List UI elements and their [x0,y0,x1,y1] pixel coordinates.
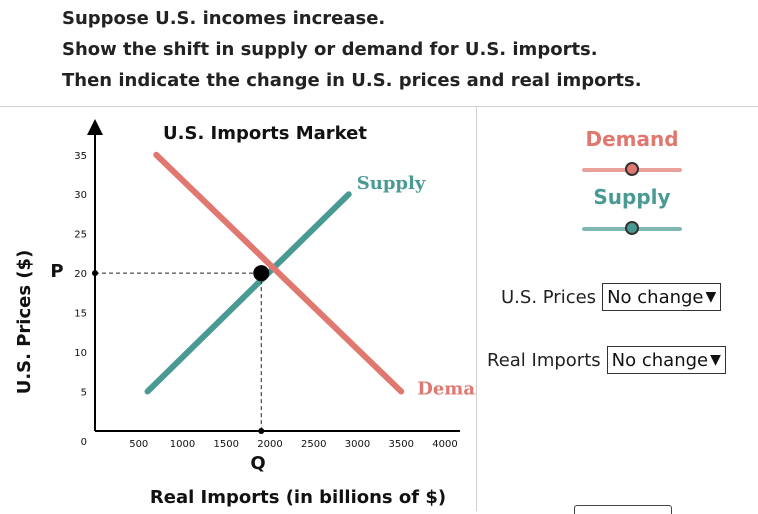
real-imports-selected: No change [611,349,709,371]
x-tick-label: 3000 [345,439,370,450]
y-tick-label: 0 [81,437,87,448]
us-prices-row: U.S. Prices No change ▼ [501,283,722,311]
supply-slider[interactable]: Supply [577,185,687,235]
y-axis-symbol: P [50,261,63,282]
us-prices-dropdown[interactable]: No change ▼ [602,283,722,311]
y-tick-label: 35 [74,151,87,162]
real-imports-row: Real Imports No change ▼ [487,346,726,374]
y-tick-label: 20 [74,269,87,280]
x-axis-label: Real Imports (in billions of $) [150,487,446,508]
x-tick-label: 3500 [389,439,414,450]
real-imports-label: Real Imports [487,349,601,371]
equilibrium-point [253,265,270,282]
supply-curve-label: Supply [357,173,426,194]
us-prices-selected: No change [607,286,704,308]
x-tick-label: 2000 [257,439,282,450]
header-divider [0,106,758,107]
y-tick-label: 25 [74,230,87,241]
y-tick-label: 10 [74,348,87,359]
x-tick-label: 2500 [301,439,326,450]
y-tick-label: 15 [74,309,87,320]
panel-divider [476,106,477,511]
y-axis-label: U.S. Prices ($) [14,250,35,395]
demand-slider[interactable]: Demand [577,127,687,177]
x-tick-label: 1500 [214,439,239,450]
y-tick-label: 5 [81,388,87,399]
imports-market-chart[interactable]: U.S. Imports Market U.S. Prices ($) P Q … [0,107,476,511]
demand-curve [153,151,405,395]
real-imports-dropdown[interactable]: No change ▼ [606,346,726,374]
instruction-line-1: Suppose U.S. incomes increase. [62,8,386,29]
demand-slider-handle[interactable] [625,162,639,176]
supply-slider-handle[interactable] [625,221,639,235]
demand-slider-label: Demand [585,127,679,151]
x-tick-label: 500 [129,439,148,450]
x-tick-label: 4000 [432,439,457,450]
x-tick-label: 1000 [170,439,195,450]
supply-slider-label: Supply [593,185,671,209]
chevron-down-icon: ▼ [710,352,721,368]
demand-curve-label: Demand [417,379,476,400]
supply-curve [144,191,352,395]
price-axis-marker [92,270,98,277]
y-tick-label: 30 [74,190,87,201]
quantity-axis-marker [258,428,265,434]
us-prices-label: U.S. Prices [501,286,597,308]
instruction-line-3: Then indicate the change in U.S. prices … [62,70,642,91]
x-axis-symbol: Q [250,453,265,474]
chart-title: U.S. Imports Market [163,123,367,144]
bottom-button[interactable] [574,505,672,514]
instruction-line-2: Show the shift in supply or demand for U… [62,39,598,60]
control-panel: Demand Supply U.S. Prices No change ▼ Re… [477,107,758,511]
chevron-down-icon: ▼ [705,289,717,305]
instructions: Suppose U.S. incomes increase. Show the … [62,6,642,99]
